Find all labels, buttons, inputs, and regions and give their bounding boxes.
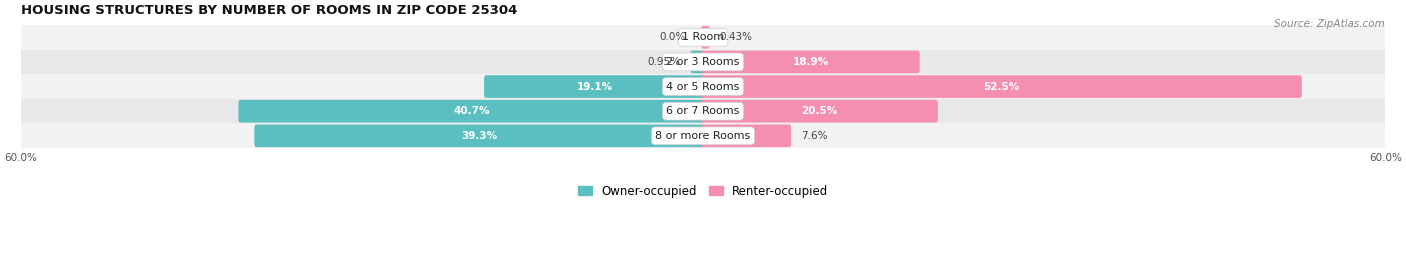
FancyBboxPatch shape	[21, 74, 1385, 99]
Text: 52.5%: 52.5%	[983, 82, 1019, 91]
Text: Source: ZipAtlas.com: Source: ZipAtlas.com	[1274, 19, 1385, 29]
FancyBboxPatch shape	[21, 99, 1385, 123]
Text: 6 or 7 Rooms: 6 or 7 Rooms	[666, 106, 740, 116]
FancyBboxPatch shape	[21, 49, 1385, 74]
Text: 0.95%: 0.95%	[648, 57, 681, 67]
Legend: Owner-occupied, Renter-occupied: Owner-occupied, Renter-occupied	[572, 180, 834, 202]
Text: 39.3%: 39.3%	[461, 131, 498, 141]
FancyBboxPatch shape	[702, 26, 710, 49]
FancyBboxPatch shape	[702, 51, 920, 73]
Text: 19.1%: 19.1%	[576, 82, 613, 91]
Text: 2 or 3 Rooms: 2 or 3 Rooms	[666, 57, 740, 67]
Text: 4 or 5 Rooms: 4 or 5 Rooms	[666, 82, 740, 91]
Text: 0.43%: 0.43%	[720, 32, 752, 42]
Text: 1 Room: 1 Room	[682, 32, 724, 42]
FancyBboxPatch shape	[702, 75, 1302, 98]
Text: HOUSING STRUCTURES BY NUMBER OF ROOMS IN ZIP CODE 25304: HOUSING STRUCTURES BY NUMBER OF ROOMS IN…	[21, 4, 517, 17]
Text: 7.6%: 7.6%	[801, 131, 827, 141]
FancyBboxPatch shape	[254, 125, 704, 147]
Text: 20.5%: 20.5%	[801, 106, 838, 116]
FancyBboxPatch shape	[690, 51, 704, 73]
Text: 18.9%: 18.9%	[793, 57, 828, 67]
FancyBboxPatch shape	[21, 123, 1385, 148]
FancyBboxPatch shape	[21, 25, 1385, 49]
Text: 0.0%: 0.0%	[659, 32, 686, 42]
Text: 40.7%: 40.7%	[453, 106, 489, 116]
FancyBboxPatch shape	[239, 100, 704, 123]
FancyBboxPatch shape	[702, 125, 792, 147]
FancyBboxPatch shape	[702, 100, 938, 123]
Text: 8 or more Rooms: 8 or more Rooms	[655, 131, 751, 141]
FancyBboxPatch shape	[484, 75, 704, 98]
